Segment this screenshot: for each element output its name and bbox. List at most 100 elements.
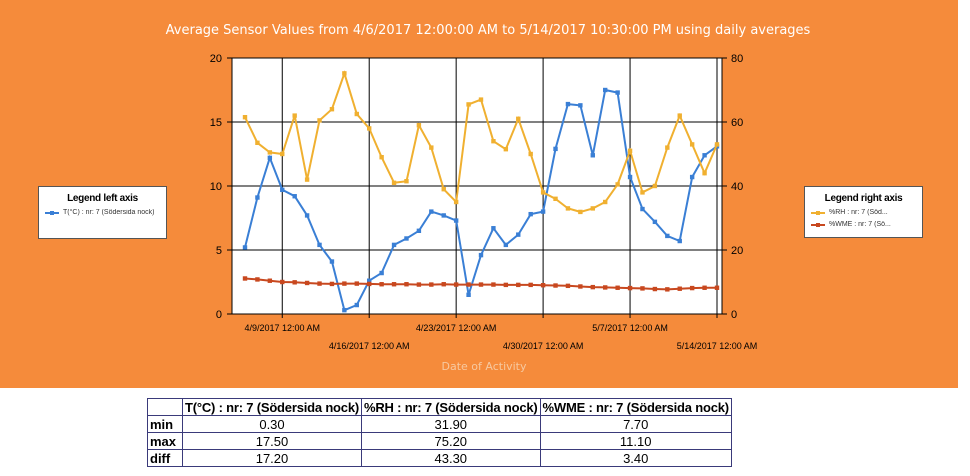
data-point-temperature — [578, 103, 583, 108]
x-axis-label: Date of Activity — [441, 360, 527, 373]
data-point-rh — [665, 145, 670, 150]
data-point-rh — [379, 155, 384, 160]
stats-cell: 17.50 — [182, 432, 362, 450]
legend-entry-wme: %WME : nr: 7 (Sö... — [805, 221, 922, 233]
data-point-rh — [714, 142, 720, 147]
data-point-rh — [627, 148, 633, 153]
data-point-temperature — [553, 146, 558, 152]
data-point-temperature — [652, 219, 658, 225]
data-point-rh — [478, 97, 484, 102]
stats-col-wme: %WME : nr: 7 (Södersida nock) — [539, 398, 732, 416]
data-point-rh — [267, 150, 273, 155]
chart-panel: Average Sensor Values from 4/6/2017 12:0… — [0, 0, 958, 388]
data-point-rh — [429, 145, 434, 150]
data-point-temperature — [242, 245, 248, 250]
x-axis-tick-label: 4/23/2017 12:00 AM — [416, 323, 497, 333]
data-point-wme — [304, 280, 310, 286]
x-axis-tick-label: 5/14/2017 12:00 AM — [677, 341, 758, 351]
data-point-wme — [317, 281, 322, 286]
data-point-wme — [242, 276, 248, 281]
data-point-temperature — [702, 153, 707, 158]
y-left-tick-label: 10 — [210, 181, 222, 193]
data-point-temperature — [478, 252, 484, 258]
data-point-rh — [367, 126, 372, 131]
x-axis-tick-label: 4/16/2017 12:00 AM — [329, 341, 410, 351]
data-point-temperature — [329, 259, 335, 264]
data-point-rh — [640, 190, 645, 195]
data-point-rh — [416, 123, 422, 128]
data-point-rh — [304, 177, 310, 182]
data-point-wme — [416, 282, 422, 287]
y-left-tick-label: 5 — [216, 245, 222, 257]
y-left-tick-label: 20 — [210, 53, 222, 65]
data-point-temperature — [367, 278, 372, 283]
data-point-wme — [404, 282, 409, 287]
data-point-temperature — [565, 101, 571, 107]
data-point-rh — [615, 182, 620, 187]
data-point-wme — [714, 285, 720, 290]
legend-label-rh: %RH : nr: 7 (Söd... — [829, 209, 888, 216]
data-point-wme — [702, 285, 707, 290]
data-point-temperature — [317, 242, 322, 248]
stats-cell: 31.90 — [361, 415, 541, 433]
data-point-temperature — [304, 213, 310, 218]
stats-cell: 11.10 — [539, 432, 732, 450]
data-point-temperature — [429, 209, 434, 214]
data-point-temperature — [416, 228, 422, 233]
stats-row-min: min 0.30 31.90 7.70 — [147, 415, 732, 433]
legend-left-axis: Legend left axis T(°C) : nr: 7 (Södersid… — [38, 186, 167, 239]
data-point-rh — [528, 151, 533, 157]
data-point-wme — [429, 282, 434, 287]
y-right-tick-label: 20 — [731, 245, 743, 257]
chart-title: Average Sensor Values from 4/6/2017 12:0… — [166, 23, 811, 38]
stats-header-row: T(°C) : nr: 7 (Södersida nock) %RH : nr:… — [147, 398, 732, 416]
stats-row-label: min — [147, 415, 183, 433]
data-point-temperature — [640, 206, 645, 212]
data-point-rh — [540, 190, 546, 195]
legend-swatch-wme — [811, 223, 825, 227]
y-right-tick-label: 60 — [731, 117, 743, 129]
data-point-rh — [404, 179, 409, 184]
data-point-rh — [516, 116, 521, 121]
data-point-rh — [280, 151, 285, 157]
stats-col-temperature: T(°C) : nr: 7 (Södersida nock) — [182, 398, 362, 416]
data-point-temperature — [404, 236, 409, 241]
data-point-wme — [478, 282, 484, 287]
data-point-wme — [652, 286, 658, 292]
data-point-wme — [565, 283, 571, 289]
y-left-tick-label: 0 — [216, 309, 222, 321]
data-point-rh — [603, 199, 608, 205]
data-point-temperature — [292, 194, 297, 199]
stats-row-diff: diff 17.20 43.30 3.40 — [147, 449, 732, 467]
stats-row-label: max — [147, 432, 183, 450]
data-point-rh — [342, 71, 347, 76]
data-point-rh — [329, 107, 335, 112]
data-point-rh — [317, 118, 322, 123]
sensor-chart: Average Sensor Values from 4/6/2017 12:0… — [166, 23, 811, 373]
legend-label-temperature: T(°C) : nr: 7 (Södersida nock) — [63, 209, 155, 216]
data-point-wme — [255, 277, 260, 282]
data-point-rh — [590, 206, 595, 211]
stats-cell: 43.30 — [361, 449, 541, 467]
data-point-temperature — [665, 233, 670, 239]
data-point-wme — [367, 281, 372, 287]
y-right-tick-label: 80 — [731, 53, 743, 65]
data-point-temperature — [516, 232, 521, 237]
data-point-rh — [453, 199, 459, 205]
data-point-wme — [553, 283, 558, 288]
stats-row-max: max 17.50 75.20 11.10 — [147, 432, 732, 450]
data-point-rh — [354, 111, 359, 117]
data-point-temperature — [590, 153, 595, 158]
data-point-wme — [280, 279, 285, 285]
data-point-rh — [652, 183, 658, 189]
stats-corner-cell — [147, 398, 183, 416]
data-point-wme — [491, 282, 496, 287]
data-point-wme — [503, 282, 509, 288]
data-point-temperature — [689, 174, 695, 180]
data-point-temperature — [441, 213, 446, 218]
y-right-tick-label: 0 — [731, 309, 737, 321]
data-point-rh — [553, 196, 558, 201]
data-point-temperature — [615, 90, 620, 95]
data-point-wme — [441, 282, 446, 287]
data-point-temperature — [540, 209, 546, 214]
